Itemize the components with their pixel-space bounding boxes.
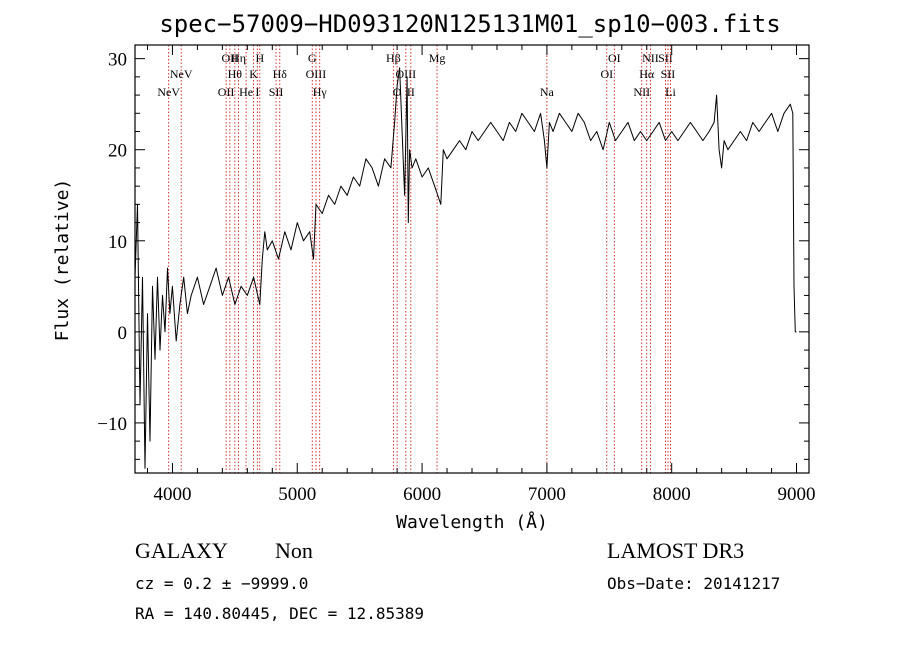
- y-tick-label: 10: [108, 232, 127, 253]
- marker-label: Hα: [639, 67, 655, 81]
- plot-frame: [134, 44, 810, 474]
- object-class: GALAXY: [135, 538, 228, 563]
- observation-date: Obs−Date: 20141217: [607, 574, 781, 593]
- chart-title: spec−57009−HD093120N125131M01_sp10−003.f…: [159, 10, 780, 38]
- x-tick-label: 6000: [403, 484, 441, 505]
- marker-label: NII: [633, 85, 650, 99]
- marker-label: Hβ: [386, 51, 401, 65]
- marker-label: SII: [661, 67, 676, 81]
- marker-label: SII: [269, 85, 284, 99]
- spectrum-line-0: [134, 67, 797, 469]
- marker-label: O: [393, 85, 402, 99]
- x-tick-label: 5000: [278, 484, 316, 505]
- marker-label: OI: [608, 51, 621, 65]
- marker-label: OII: [222, 51, 239, 65]
- x-axis-label: Wavelength (Å): [396, 511, 548, 533]
- marker-label: Li: [665, 85, 676, 99]
- y-tick-label: 20: [108, 141, 127, 162]
- object-subclass: Non: [275, 538, 313, 563]
- y-tick-label: −10: [97, 414, 127, 435]
- marker-label: G: [308, 51, 317, 65]
- survey-name: LAMOST DR3: [607, 538, 745, 563]
- x-tick-label: 9000: [778, 484, 816, 505]
- x-tick-label: 7000: [528, 484, 566, 505]
- marker-label: Hθ: [228, 67, 243, 81]
- marker-label: Mg: [429, 51, 446, 65]
- x-tick-label: 4000: [153, 484, 191, 505]
- y-tick-label: 0: [118, 323, 128, 344]
- marker-label: Hη: [231, 51, 246, 65]
- marker-label: SII: [658, 51, 673, 65]
- x-tick-label: 8000: [653, 484, 691, 505]
- marker-label: OII: [218, 85, 235, 99]
- redshift-cz: cz = 0.2 ± −9999.0: [135, 574, 309, 593]
- ra-dec-coordinates: RA = 140.80445, DEC = 12.85389: [135, 604, 424, 623]
- marker-label: H: [255, 51, 264, 65]
- marker-label: OI: [600, 67, 613, 81]
- marker-label: Na: [540, 85, 555, 99]
- marker-label: II: [407, 85, 415, 99]
- marker-label: NeV: [157, 85, 180, 99]
- marker-label: NeV: [170, 67, 193, 81]
- marker-label: Hδ: [273, 67, 288, 81]
- marker-label: OIII: [306, 67, 327, 81]
- marker-label: I: [255, 85, 259, 99]
- marker-label: He: [239, 85, 253, 99]
- marker-label: NII: [642, 51, 659, 65]
- y-tick-label: 30: [108, 50, 127, 71]
- y-axis-label: Flux (relative): [52, 179, 73, 342]
- marker-label: Hγ: [313, 85, 328, 99]
- marker-label: K: [249, 67, 258, 81]
